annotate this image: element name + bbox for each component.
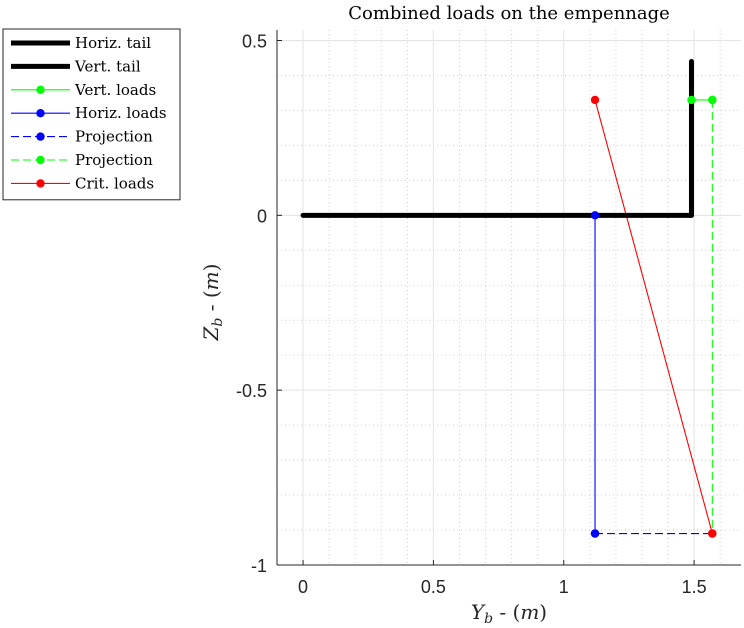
y-tick-label: 0.5 [242,31,267,51]
legend-box [2,28,181,201]
axes-frame [276,30,741,566]
legend-marker [36,179,45,188]
legend-marker [36,85,45,95]
legend: Horiz. tail Vert. tail Vert. loads Horiz. l… [2,28,181,201]
plot-area [277,30,741,565]
x-tick-label: 1 [559,577,569,597]
x-tick-label: 0.5 [421,577,446,597]
x-axis-label: Yb - (m) [471,600,547,627]
legend-label: Vert. loads [74,81,156,99]
data-point [708,529,717,538]
data-point [590,211,600,220]
y-tick-label: -0.5 [236,381,267,401]
legend-label: Horiz. tail [75,34,151,52]
data-point [708,95,717,105]
data-point [590,529,600,538]
y-axis-label: Zb - (m) [199,264,226,342]
y-tick-label: 0 [257,206,267,226]
legend-label: Horiz. loads [75,104,167,122]
legend-label: Crit. loads [75,174,154,192]
chart-title: Combined loads on the empennage [348,3,670,24]
legend-marker [36,132,45,141]
data-point [687,95,696,105]
data-point [590,95,600,105]
legend-marker [36,155,45,165]
axes-background [277,30,741,565]
y-tick-label: -1 [251,556,267,576]
legend-label: Projection [75,128,153,146]
tick-labels: 0 0.5 1 1.5 -1 -0.5 0 0.5 [236,31,707,597]
x-tick-label: 1.5 [682,577,707,597]
legend-marker [36,109,45,118]
x-tick-label: 0 [298,577,308,597]
series-line [594,99,713,534]
series-layer [300,58,717,538]
legend-label: Vert. tail [74,57,141,75]
legend-label: Projection [75,151,153,169]
